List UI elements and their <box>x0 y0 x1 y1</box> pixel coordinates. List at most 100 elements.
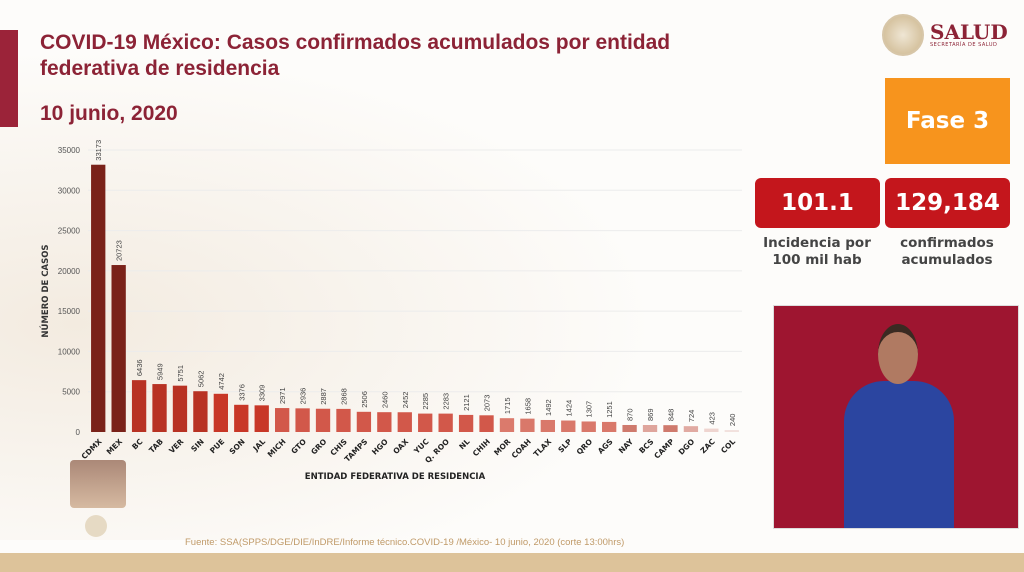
confirmed-value: 129,184 <box>885 178 1010 228</box>
cases-bar-chart: 0 5000 10000 15000 20000 25000 30000 35000 NÚMER… <box>39 140 742 482</box>
bar-chis <box>336 408 351 432</box>
x-tick-label: TAB <box>147 437 165 455</box>
bar-son <box>234 404 249 432</box>
x-tick-label: CDMX <box>80 437 104 461</box>
data-label: 2285 <box>421 393 430 410</box>
x-tick-label: HGO <box>370 437 390 457</box>
data-label: 2971 <box>278 387 287 404</box>
x-tick-label: TAMPS <box>343 437 370 464</box>
data-label: 870 <box>626 408 635 421</box>
x-tick-label: QRO <box>575 437 594 456</box>
data-label: 240 <box>728 414 737 427</box>
x-tick-label: CAMP <box>652 437 676 461</box>
x-tick-label: COAH <box>510 437 533 460</box>
x-tick-label: SIN <box>189 437 206 454</box>
data-label: 2073 <box>483 395 492 412</box>
bar-tlax <box>540 419 555 432</box>
data-label: 2887 <box>319 388 328 405</box>
data-label: 724 <box>687 410 696 423</box>
interpreter-video <box>773 305 1019 529</box>
title-accent-bar <box>0 30 18 127</box>
bar-ags <box>602 421 617 432</box>
background-decoration <box>0 0 760 540</box>
confirmed-label: confirmados acumulados <box>900 235 994 268</box>
logo-subtitle: SECRETARÍA DE SALUD <box>930 42 998 48</box>
data-label: 2460 <box>380 391 389 408</box>
bar-gto <box>295 408 310 432</box>
salud-logo: SALUD SECRETARÍA DE SALUD <box>882 14 1008 56</box>
x-tick-label: JAL <box>251 437 268 454</box>
bar-nay <box>622 424 637 432</box>
bar-tamps <box>356 411 372 432</box>
interpreter-head <box>878 324 918 384</box>
page-title: COVID-19 México: Casos confirmados acumu… <box>40 31 671 80</box>
data-label: 2452 <box>401 392 410 409</box>
x-tick-label: OAX <box>391 437 410 456</box>
y-tick-label: 5000 <box>62 388 80 397</box>
footer-band <box>0 553 1024 572</box>
bar-dgo <box>683 426 699 432</box>
source-note: Fuente: SSA(SPPS/DGE/DIE/InDRE/Informe t… <box>185 537 625 548</box>
data-label: 423 <box>707 412 716 425</box>
x-tick-label: SON <box>228 437 247 456</box>
x-tick-label: TLAX <box>532 437 554 459</box>
x-tick-label: BC <box>130 437 145 452</box>
data-label: 3309 <box>258 385 267 402</box>
bar-gro <box>315 408 331 432</box>
data-label: 2868 <box>339 388 348 405</box>
bar-pue <box>213 393 228 432</box>
bar-jal <box>254 405 269 432</box>
y-tick-label: 25000 <box>58 227 81 236</box>
data-label: 1251 <box>605 401 614 418</box>
data-label: 869 <box>646 408 655 421</box>
incidence-value: 101.1 <box>755 178 880 228</box>
data-label: 848 <box>666 409 675 422</box>
x-axis-label: ENTIDAD FEDERATIVA DE RESIDENCIA <box>305 472 486 482</box>
data-label: 3376 <box>237 384 246 401</box>
x-tick-label: GTO <box>289 437 308 456</box>
bar-col <box>724 430 739 432</box>
x-tick-label: NL <box>457 437 471 451</box>
x-tick-label: NAY <box>617 437 636 456</box>
data-label: 1715 <box>503 397 512 414</box>
data-label: 1492 <box>544 399 553 416</box>
x-tick-label: MICH <box>266 437 288 459</box>
data-label: 4742 <box>217 373 226 390</box>
bar-zac <box>704 428 719 432</box>
y-tick-label: 35000 <box>58 146 81 155</box>
x-tick-label: COL <box>719 437 737 455</box>
data-label: 5949 <box>156 363 165 380</box>
data-label: 33173 <box>94 140 103 161</box>
bar-hgo <box>377 412 392 432</box>
data-label: 1307 <box>585 401 594 418</box>
bar-ver <box>172 385 188 432</box>
bar-qroo <box>438 413 453 432</box>
x-tick-label: VER <box>167 437 185 455</box>
report-date: 10 junio, 2020 <box>40 102 178 125</box>
x-tick-label: CHIH <box>471 437 492 458</box>
data-label: 6436 <box>135 359 144 376</box>
x-tick-label: ZAC <box>699 437 718 456</box>
bar-nl <box>458 414 474 432</box>
data-label: 1424 <box>564 400 573 417</box>
bar-slp <box>561 420 576 432</box>
y-tick-label: 20000 <box>58 267 81 276</box>
data-label: 2283 <box>442 393 451 410</box>
data-label: 5751 <box>176 365 185 382</box>
phase-badge: Fase 3 <box>885 78 1010 164</box>
bar-oax <box>397 412 412 432</box>
x-tick-label: AGS <box>596 437 615 456</box>
x-tick-label: PUE <box>208 437 226 455</box>
bar-coah <box>520 418 535 432</box>
bar-mich <box>275 408 290 432</box>
logo-name: SALUD <box>930 20 1008 44</box>
bar-camp <box>663 425 678 432</box>
data-label: 20723 <box>115 240 124 261</box>
x-tick-label: SLP <box>556 437 574 455</box>
bar-tab <box>152 384 167 432</box>
small-seal-icon <box>85 515 107 537</box>
incidence-label: Incidencia por 100 mil hab <box>763 235 871 268</box>
bar-mor <box>499 418 515 432</box>
y-tick-label: 0 <box>76 428 81 437</box>
bar-bc <box>131 380 147 432</box>
